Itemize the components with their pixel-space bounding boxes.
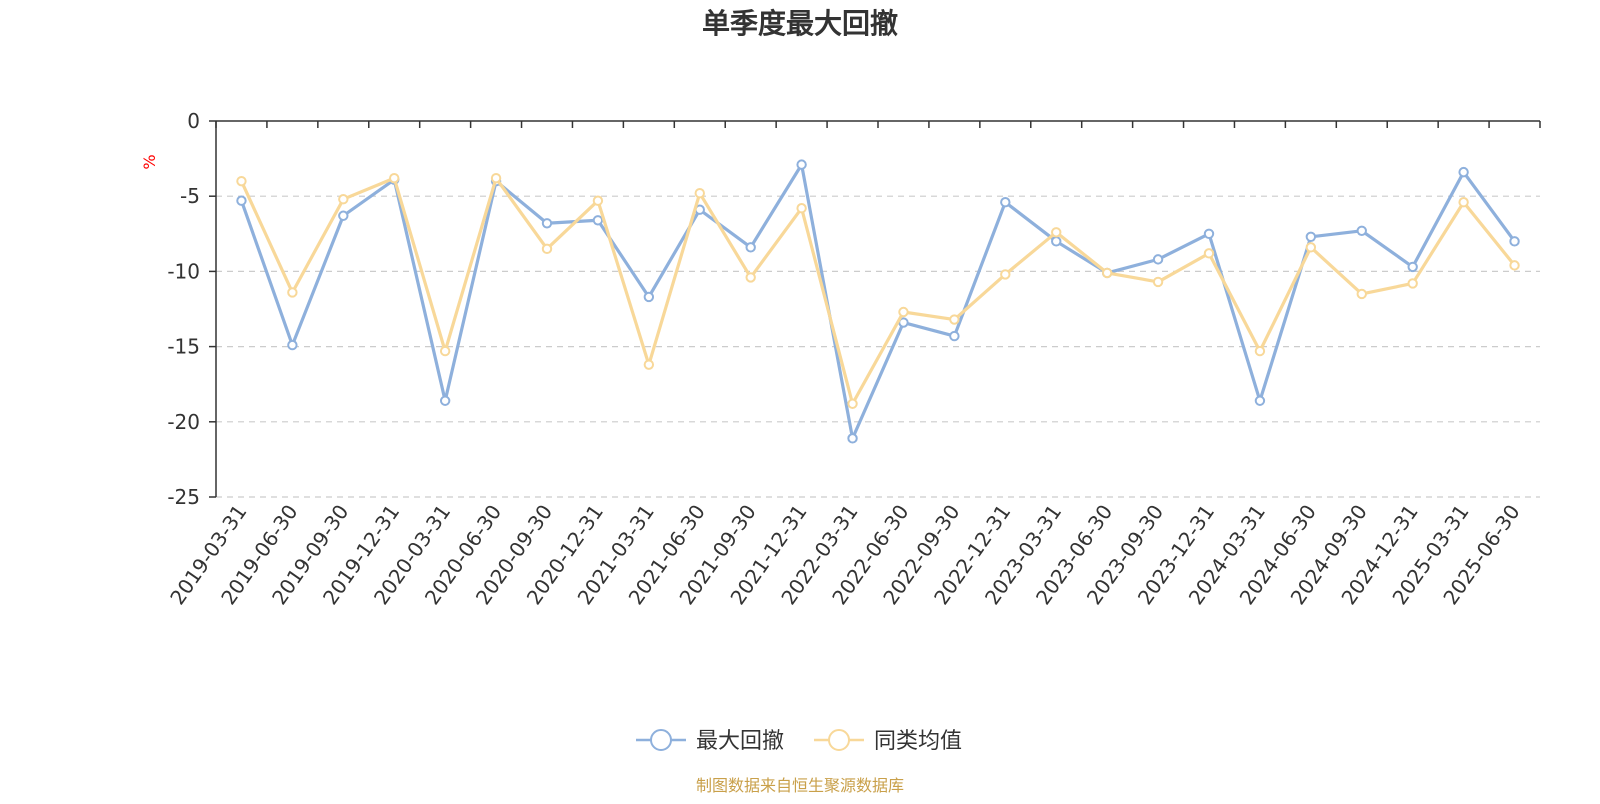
data-point	[1356, 288, 1367, 300]
data-point	[949, 314, 960, 325]
data-point	[1305, 231, 1317, 243]
series-line	[239, 163, 1516, 440]
data-point	[694, 187, 705, 199]
data-point	[1305, 242, 1317, 253]
series-line	[240, 176, 1516, 406]
data-point	[1152, 254, 1164, 265]
series-1	[236, 172, 1520, 409]
data-point	[1101, 267, 1113, 279]
data-point	[745, 272, 756, 283]
data-point	[1407, 278, 1418, 289]
data-point	[796, 203, 807, 214]
data-point	[1254, 345, 1266, 357]
data-point	[1458, 166, 1469, 178]
legend-circle-icon	[828, 729, 850, 751]
legend-item-0[interactable]: 最大回撤	[636, 729, 784, 754]
legend-circle-icon	[650, 729, 672, 751]
data-point	[287, 287, 298, 298]
data-point	[1356, 225, 1367, 236]
data-point	[1458, 197, 1469, 208]
source-text: 制图数据来自恒生聚源数据库	[696, 776, 904, 795]
data-point	[236, 175, 247, 187]
data-point	[1000, 197, 1011, 208]
data-point	[643, 291, 655, 303]
data-point	[949, 330, 960, 342]
data-point	[592, 215, 604, 226]
y-tick-label: -5	[180, 184, 200, 208]
y-tick-label: 0	[187, 109, 200, 133]
data-point	[287, 339, 298, 351]
data-point	[1051, 236, 1062, 247]
series-layer	[236, 159, 1520, 444]
y-tick-label: -25	[167, 485, 200, 509]
data-point	[745, 242, 756, 253]
legend[interactable]: 最大回撤 同类均值	[636, 729, 962, 754]
data-point	[898, 306, 909, 318]
data-point	[1509, 260, 1520, 271]
data-point	[1509, 236, 1520, 247]
data-point	[236, 195, 247, 206]
y-axis-label: %	[140, 154, 159, 169]
data-point	[643, 359, 655, 370]
data-point	[338, 210, 349, 221]
data-point	[389, 172, 400, 184]
data-point	[592, 195, 604, 206]
data-point	[439, 395, 451, 406]
data-point	[439, 345, 451, 357]
data-point	[1254, 395, 1266, 406]
data-point	[847, 433, 858, 444]
axis-layer: 0-5-10-15-20-252019-03-312019-06-302019-…	[165, 109, 1541, 609]
data-point	[541, 243, 553, 255]
legend-item-1[interactable]: 同类均值	[814, 729, 962, 754]
data-point	[796, 159, 807, 170]
grid-layer	[216, 195, 1540, 498]
chart-title: 单季度最大回撤	[702, 7, 898, 40]
data-point	[1407, 261, 1418, 273]
data-point	[1203, 228, 1215, 240]
y-tick-label: -10	[167, 259, 200, 283]
legend-label: 最大回撤	[696, 729, 784, 754]
y-tick-label: -15	[167, 335, 200, 359]
data-point	[490, 172, 502, 184]
data-point	[541, 218, 553, 229]
legend-label: 同类均值	[874, 729, 962, 754]
data-point	[847, 398, 858, 409]
data-point	[1051, 227, 1062, 238]
data-point	[1000, 269, 1011, 280]
data-point	[1152, 276, 1164, 288]
y-tick-label: -20	[167, 410, 200, 434]
data-point	[1203, 248, 1215, 259]
data-point	[338, 194, 349, 205]
